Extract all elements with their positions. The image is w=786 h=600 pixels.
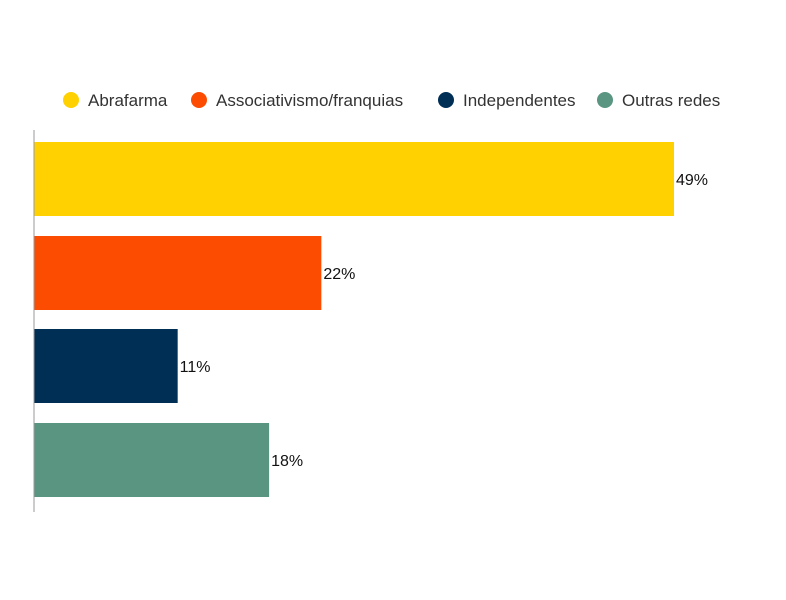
value-label-independentes: 11% — [180, 359, 211, 376]
legend-item-independentes: Independentes — [438, 91, 576, 110]
legend-item-outras-redes: Outras redes — [597, 91, 720, 110]
legend-label: Associativismo/franquias — [216, 91, 403, 110]
legend-label: Outras redes — [622, 91, 720, 110]
legend-item-abrafarma: Abrafarma — [63, 91, 168, 110]
value-label-outras-redes: 18% — [271, 453, 303, 470]
legend: Abrafarma Associativismo/franquias Indepen… — [63, 91, 720, 110]
legend-label: Independentes — [463, 91, 576, 110]
value-labels: 49% 22% 11% 18% — [180, 172, 708, 470]
legend-item-associativismo-franquias: Associativismo/franquias — [191, 91, 403, 110]
legend-swatch — [438, 92, 454, 108]
bars — [34, 142, 674, 497]
bar-associativismo-franquias — [34, 236, 322, 310]
bar-independentes — [34, 329, 178, 403]
legend-swatch — [191, 92, 207, 108]
legend-label: Abrafarma — [88, 91, 168, 110]
legend-swatch — [597, 92, 613, 108]
value-label-abrafarma: 49% — [676, 172, 708, 189]
bar-abrafarma — [34, 142, 674, 216]
bar-outras-redes — [34, 423, 270, 497]
legend-swatch — [63, 92, 79, 108]
value-label-associativismo-franquias: 22% — [323, 266, 355, 283]
